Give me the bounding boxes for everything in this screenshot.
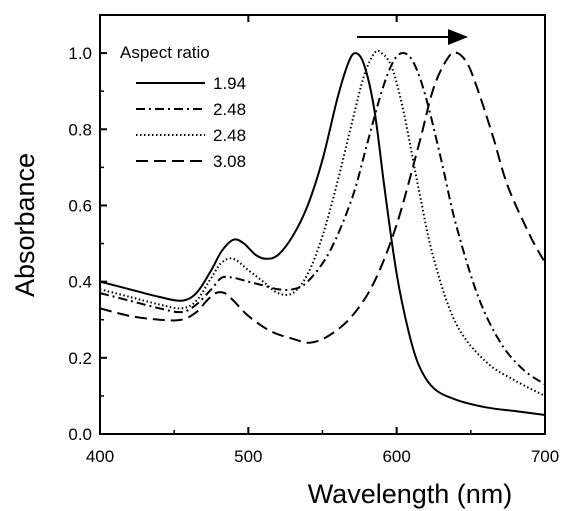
x-tick-label: 400 — [86, 447, 114, 466]
x-tick-label: 500 — [234, 447, 262, 466]
series-line-3 — [99, 49, 546, 397]
plot-frame — [99, 14, 546, 435]
y-tick-label: 1.0 — [68, 44, 92, 63]
series-line-2 — [99, 51, 546, 386]
legend-label-3: 2.48 — [213, 126, 246, 145]
legend-label-4: 3.08 — [213, 152, 246, 171]
x-axis-title: Wavelength (nm) — [308, 479, 513, 509]
series-line-1 — [99, 52, 546, 416]
tick-labels: 400 500 600 700 0.0 0.2 0.4 0.6 0.8 1.0 — [68, 44, 559, 466]
series-line-4 — [99, 51, 546, 344]
y-tick-label: 0.6 — [68, 196, 92, 215]
y-tick-label: 0.4 — [68, 273, 92, 292]
x-tick-label: 700 — [531, 447, 559, 466]
legend: Aspect ratio 1.94 2.48 2.48 3.08 — [120, 43, 246, 171]
legend-title: Aspect ratio — [120, 43, 210, 62]
legend-label-1: 1.94 — [213, 74, 246, 93]
y-tick-label: 0.8 — [68, 120, 92, 139]
axis-ticks — [99, 15, 546, 435]
y-tick-label: 0.0 — [68, 425, 92, 444]
y-axis-title: Absorbance — [10, 153, 40, 297]
legend-label-2: 2.48 — [213, 100, 246, 119]
series-layer — [99, 49, 546, 416]
y-tick-label: 0.2 — [68, 349, 92, 368]
x-tick-label: 600 — [382, 447, 410, 466]
